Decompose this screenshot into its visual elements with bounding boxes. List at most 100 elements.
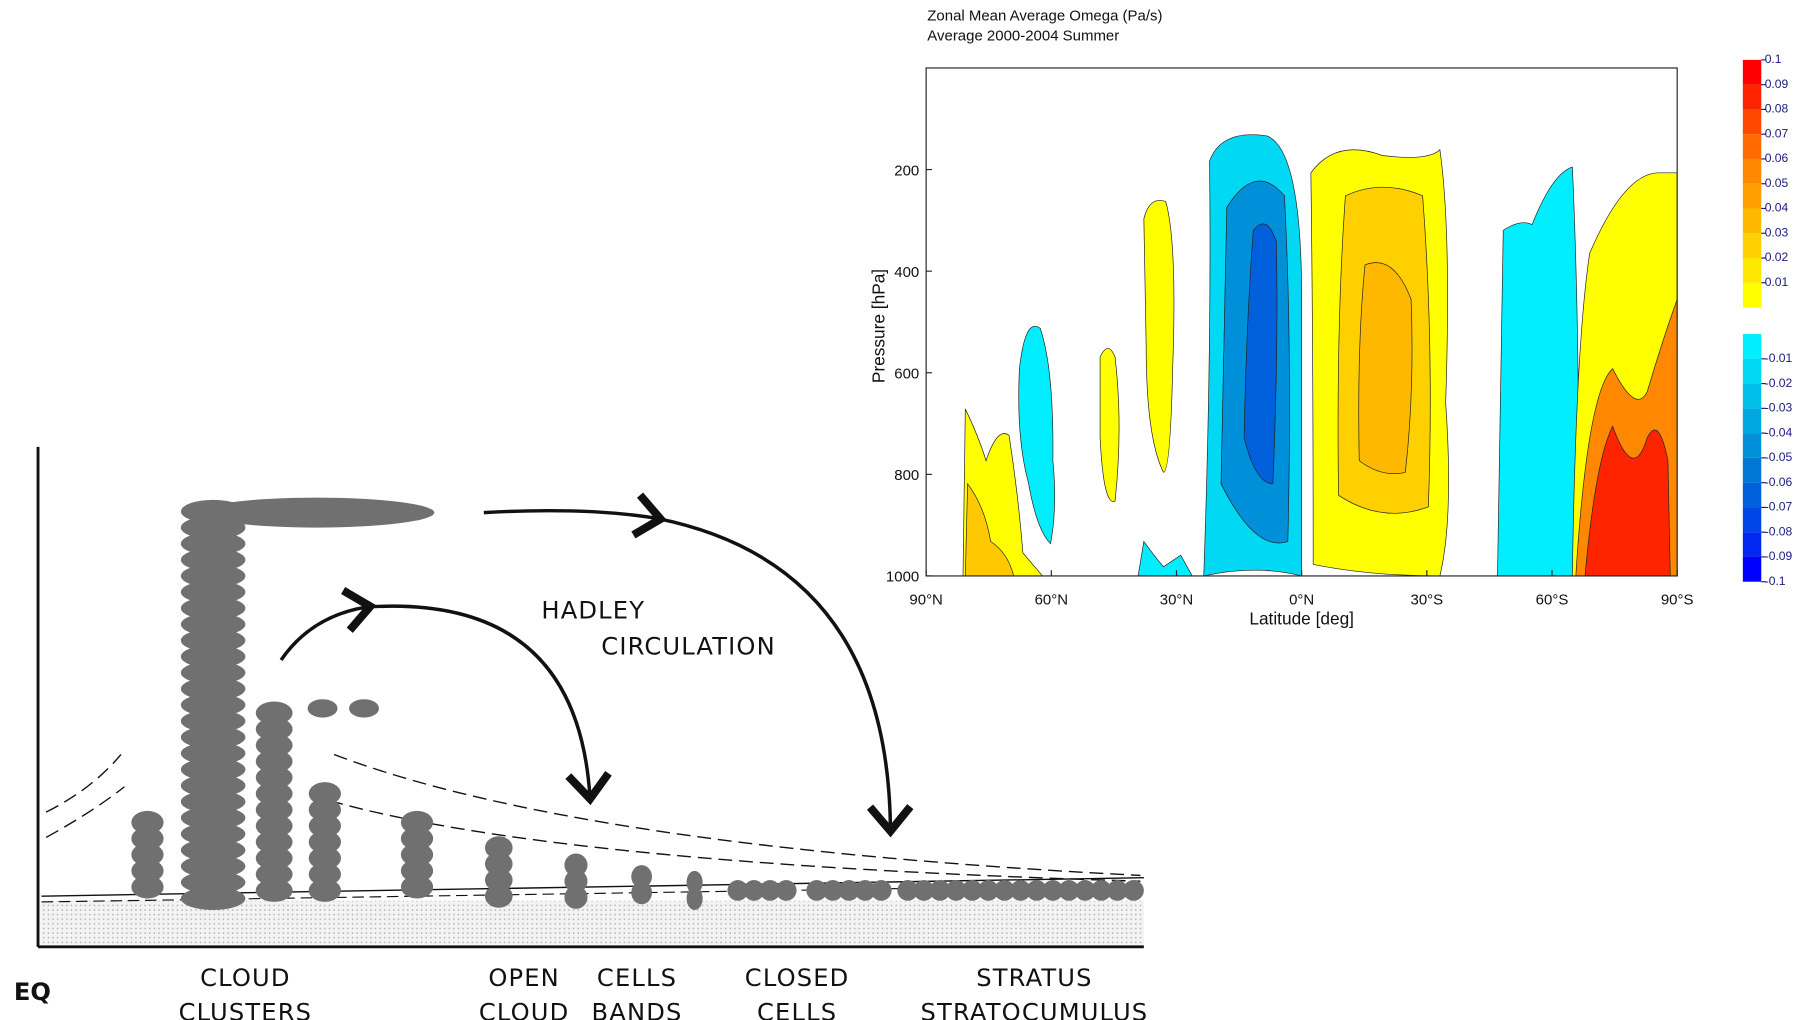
inversion-line	[333, 753, 1141, 877]
cloud-cell	[727, 880, 749, 901]
cloud-type-label: CLOUD	[200, 964, 291, 992]
cloud-cell	[1042, 880, 1064, 901]
x-tick-label: 60°N	[1035, 592, 1068, 609]
cloud-cell	[180, 612, 246, 636]
colorbar-box	[1742, 532, 1762, 557]
cloud-cell	[255, 782, 293, 806]
cloud-type-label: CLUSTERS	[179, 999, 313, 1020]
cloud-type-label: STRATUS	[976, 964, 1092, 992]
cloud-cell	[255, 830, 293, 854]
circulation-arrow	[366, 604, 612, 806]
cloud-cell	[961, 880, 983, 901]
cloud-cell	[307, 699, 338, 718]
cloud-cell	[854, 880, 876, 901]
cloud-cell	[308, 878, 341, 902]
cloud-cell	[131, 859, 164, 883]
cloud-cell	[994, 880, 1015, 901]
colorbar-label: 0.07	[1765, 126, 1789, 140]
contour-field	[962, 134, 1678, 577]
colorbar-label: 0.03	[1765, 225, 1789, 239]
cloud-cell	[131, 827, 164, 851]
colorbar-box	[1742, 482, 1762, 508]
x-tick-label: 30°N	[1160, 592, 1193, 609]
cloud-cell	[1074, 880, 1096, 901]
colorbar-label: -0.08	[1765, 524, 1793, 538]
cloud-cell	[255, 846, 293, 870]
colorbar-box	[1742, 408, 1762, 434]
colorbar-label: -0.07	[1765, 500, 1793, 514]
contour-chart: Zonal Mean Average Omega (Pa/s) Average …	[869, 8, 1793, 629]
cloud-cell	[131, 810, 164, 834]
cloud-cell	[484, 852, 513, 876]
cloud-cell	[822, 880, 844, 901]
cloud-cell	[180, 790, 246, 814]
anvil	[199, 497, 435, 528]
cloud-cell	[180, 806, 246, 830]
cloud-cell	[180, 564, 246, 588]
cloud-cell	[564, 885, 588, 909]
cloud-cell	[743, 880, 765, 901]
colorbar-box	[1742, 158, 1762, 184]
x-tick-label: 30°S	[1411, 592, 1444, 609]
colorbar-label: 0.1	[1765, 52, 1782, 66]
cloud-cell	[308, 830, 341, 854]
colorbar-label: -0.01	[1765, 351, 1793, 365]
colorbar-box	[1742, 334, 1762, 359]
colorbar-box	[1742, 183, 1762, 209]
cloud-cell	[1123, 880, 1144, 901]
cloud-cell	[484, 836, 513, 860]
cloud-cell	[631, 881, 652, 905]
colorbar-box	[1742, 457, 1762, 483]
cloud-cell	[308, 798, 341, 822]
cloud-type-labels: CLOUD CLUSTERS OPEN CLOUD CELLS BANDS CLOSED CE…	[179, 964, 1148, 1020]
cloud-cell	[255, 798, 293, 822]
cloud-cell	[631, 865, 652, 889]
cloud-cell	[897, 880, 919, 901]
cloud-type-label: CELLS	[597, 964, 677, 992]
y-tick-label: 400	[894, 264, 919, 281]
hadley-diagram: HADLEY CIRCULATION EQ CLOUDCLUSTERSOPENC…	[14, 446, 1148, 1020]
colorbar-label: -0.09	[1765, 549, 1793, 563]
cloud-cell	[400, 875, 434, 899]
colorbar-label: -0.05	[1765, 450, 1793, 464]
colorbar-label: -0.03	[1765, 401, 1793, 415]
colorbar-label: 0.04	[1765, 201, 1789, 215]
cloud-cell	[775, 880, 797, 901]
cloud-cell	[308, 782, 341, 806]
y-tick-label: 200	[894, 162, 919, 179]
colorbar-box	[1742, 433, 1762, 458]
x-axis-label: Latitude [deg]	[1249, 608, 1354, 628]
cloud-cell	[308, 814, 341, 838]
colorbar-box	[1742, 134, 1762, 159]
colorbar-box	[1742, 383, 1762, 409]
cloud-cell	[759, 880, 781, 901]
equator-label: EQ	[14, 978, 51, 1006]
colorbar-box	[1742, 556, 1762, 582]
colorbar-label: -0.02	[1765, 376, 1793, 390]
cloud-cell	[180, 548, 246, 572]
colorbar-label: -0.1	[1765, 574, 1786, 588]
cloud-cell	[1026, 880, 1048, 901]
cloud-cell	[564, 869, 588, 893]
circulation-arrow	[656, 516, 914, 838]
cloud-cell	[180, 774, 246, 798]
cloud-cell	[1010, 880, 1031, 901]
circulation-label: HADLEY	[541, 597, 645, 625]
cloud-cell	[131, 875, 164, 899]
chart-subtitle: Average 2000-2004 Summer	[927, 27, 1119, 44]
cloud-cell	[255, 701, 293, 725]
cloud-cell	[180, 886, 246, 910]
cloud-cell	[870, 880, 892, 901]
cloud-type-label: CLOSED	[745, 964, 850, 992]
clouds	[131, 497, 1144, 910]
colorbar-box	[1742, 282, 1762, 308]
cloud-cell	[400, 827, 434, 851]
colorbar-box	[1742, 84, 1762, 110]
cloud-cell	[838, 880, 860, 901]
cloud-cell	[945, 880, 967, 901]
cloud-cell	[180, 741, 246, 765]
cloud-cell	[255, 814, 293, 838]
cloud-cell	[180, 661, 246, 685]
cloud-cell	[180, 822, 246, 846]
colorbar-label: 0.01	[1765, 275, 1789, 289]
